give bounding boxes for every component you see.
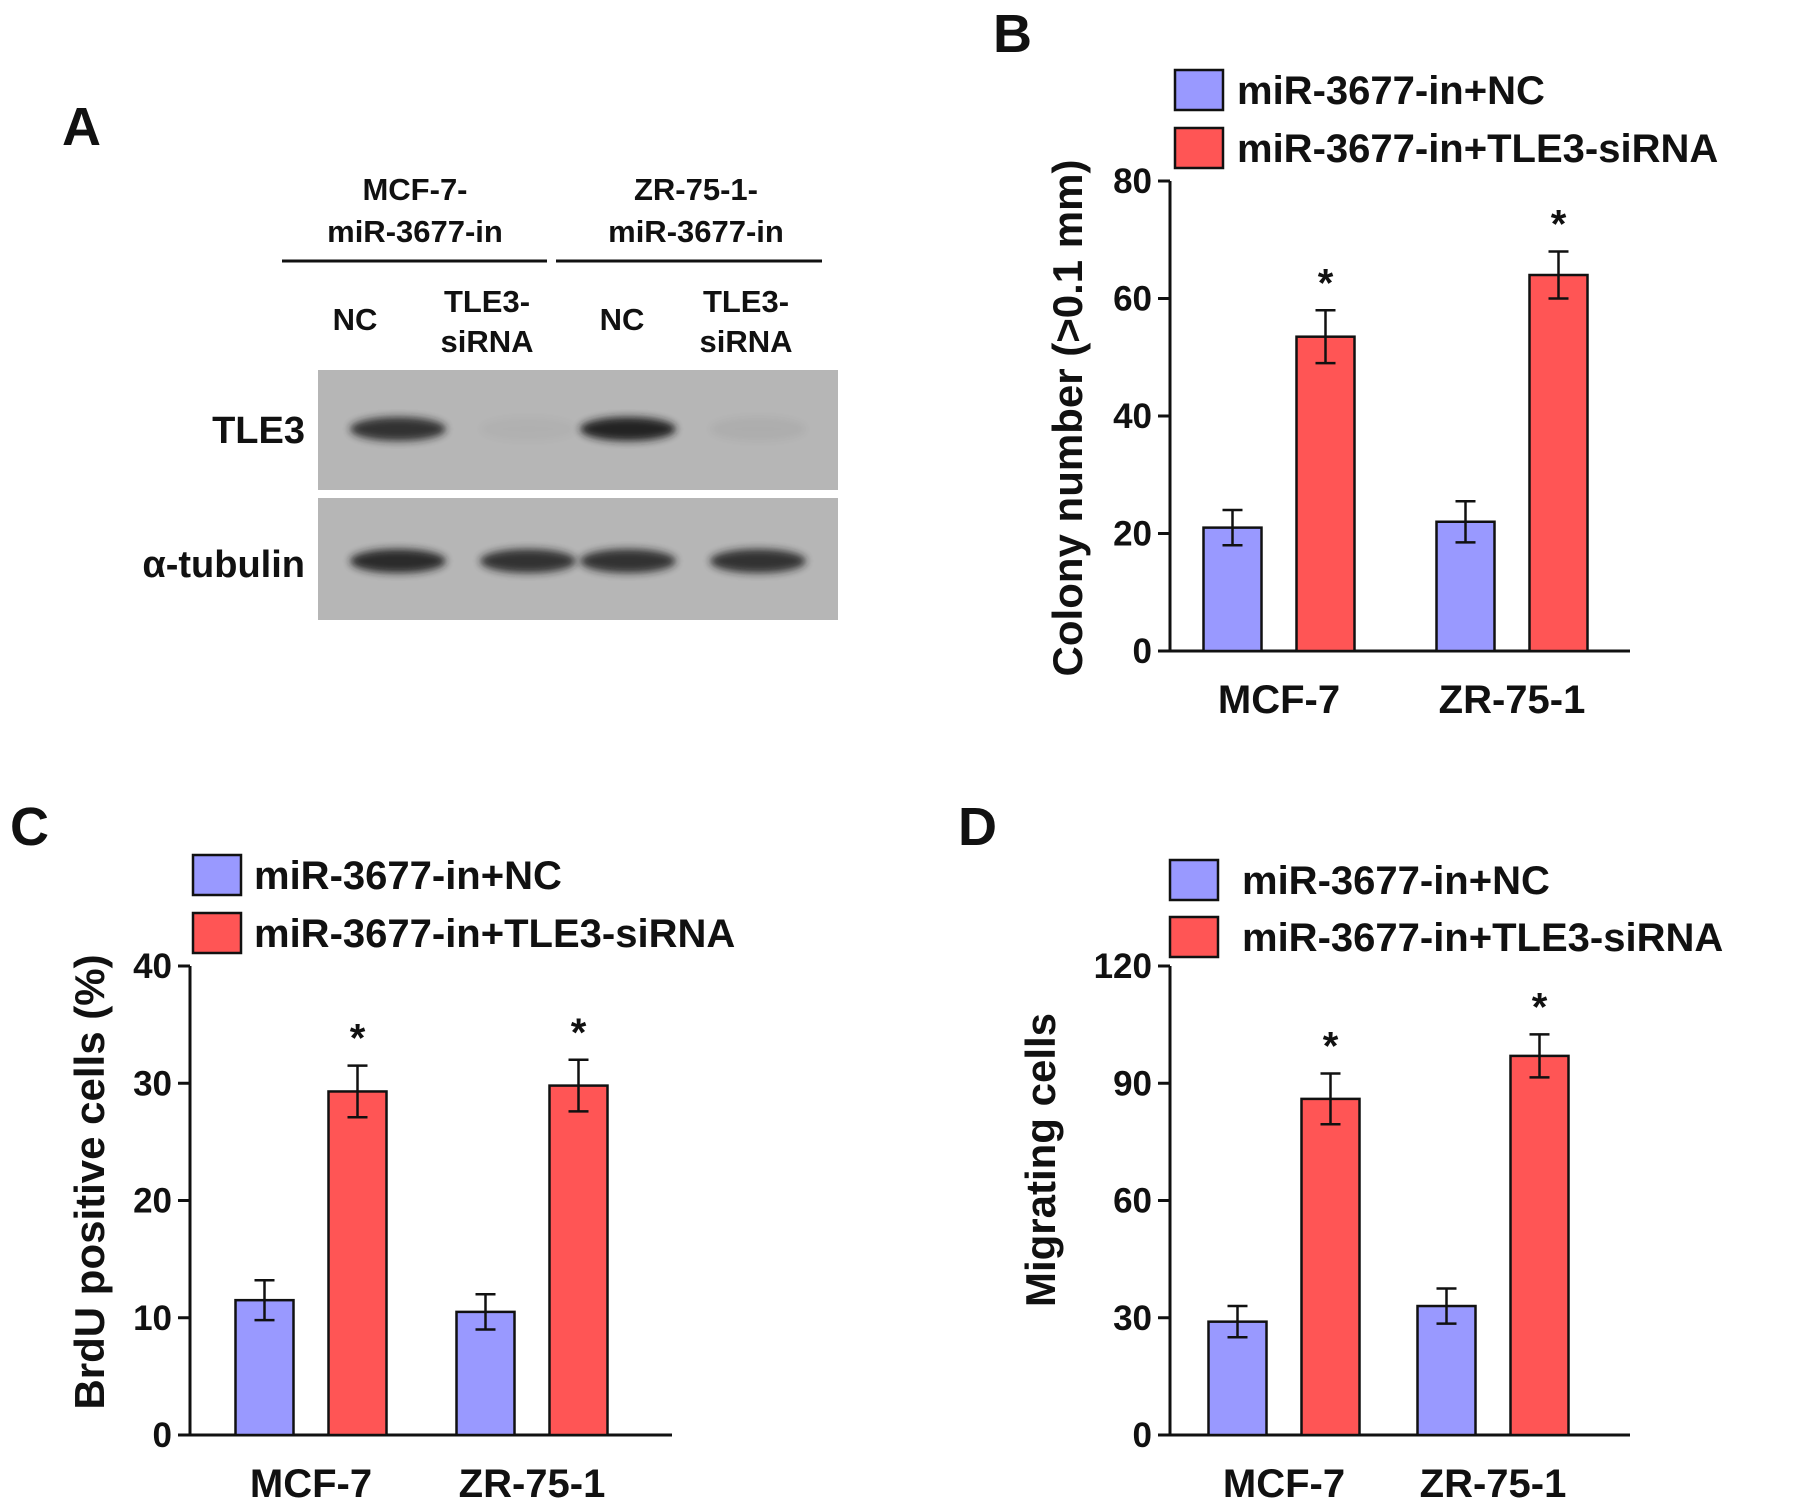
legend-swatch-nc — [191, 853, 243, 897]
plot-area: 0 10 20 30 40 MCF-7 * ZR-75-1 * — [133, 947, 672, 1505]
significance-marker: * — [1532, 985, 1548, 1029]
bar — [548, 1084, 609, 1437]
y-tick-label: 120 — [1094, 947, 1152, 986]
panel-letter-c: C — [10, 797, 49, 857]
bar — [1207, 1320, 1268, 1437]
chart-brdu-positive: miR-3677-in+NC miR-3677-in+TLE3-siRNA Br… — [66, 853, 735, 1505]
legend-label-tle3-sirna: miR-3677-in+TLE3-siRNA — [254, 912, 735, 956]
legend: miR-3677-in+NC miR-3677-in+TLE3-siRNA — [1173, 68, 1718, 171]
legend-label-tle3-sirna: miR-3677-in+TLE3-siRNA — [1237, 127, 1718, 171]
x-category-label: MCF-7 — [1223, 1462, 1345, 1505]
wb-band — [350, 417, 446, 441]
significance-marker: * — [571, 1011, 587, 1055]
wb-band — [480, 417, 576, 441]
y-axis-title: Colony number (>0.1 mm) — [1044, 160, 1091, 677]
y-tick-label: 90 — [1113, 1064, 1152, 1103]
wb-group-2-line-1: ZR-75-1- — [634, 172, 758, 207]
wb-band — [580, 417, 676, 441]
y-tick-label: 80 — [1113, 162, 1152, 201]
legend-swatch-tle3-sirna — [1173, 126, 1225, 170]
legend: miR-3677-in+NC miR-3677-in+TLE3-siRNA — [191, 853, 735, 956]
y-axis-title: BrdU positive cells (%) — [66, 954, 113, 1409]
legend: miR-3677-in+NC miR-3677-in+TLE3-siRNA — [1168, 858, 1723, 960]
bar — [1528, 273, 1589, 653]
legend-swatch-tle3-sirna — [1168, 915, 1220, 959]
y-tick-label: 0 — [1133, 632, 1152, 671]
panel-letter-d: D — [958, 797, 997, 857]
legend-label-nc: miR-3677-in+NC — [1237, 69, 1545, 113]
y-tick-label: 20 — [133, 1182, 172, 1221]
bar — [234, 1298, 295, 1437]
wb-band — [580, 549, 676, 573]
x-category-label: MCF-7 — [250, 1462, 372, 1505]
y-tick-label: 40 — [133, 947, 172, 986]
wb-lane-4-label-line-1: TLE3- — [703, 284, 789, 319]
wb-row-label-tle3: TLE3 — [212, 410, 305, 452]
wb-lane-4-label-line-2: siRNA — [699, 324, 792, 359]
western-blot: MCF-7- miR-3677-in ZR-75-1- miR-3677-in … — [142, 172, 838, 620]
significance-marker: * — [350, 1017, 366, 1061]
bar — [1416, 1304, 1477, 1437]
bar — [455, 1310, 516, 1437]
y-tick-label: 30 — [133, 1064, 172, 1103]
wb-lane-2-label-line-1: TLE3- — [444, 284, 530, 319]
wb-band — [350, 549, 446, 573]
panel-letter-b: B — [993, 4, 1032, 64]
wb-band — [480, 549, 576, 573]
wb-band — [710, 417, 806, 441]
wb-row-label-tubulin: α-tubulin — [142, 544, 305, 586]
bar — [1509, 1054, 1570, 1437]
legend-swatch-nc — [1173, 68, 1225, 112]
significance-marker: * — [1551, 203, 1567, 247]
bar — [327, 1090, 388, 1437]
plot-area: 0 20 40 60 80 MCF-7 * ZR-75-1 * — [1113, 162, 1630, 722]
wb-band — [710, 549, 806, 573]
y-tick-label: 20 — [1113, 515, 1152, 554]
x-category-label: MCF-7 — [1218, 678, 1340, 722]
y-tick-label: 40 — [1113, 397, 1152, 436]
y-tick-label: 60 — [1113, 280, 1152, 319]
chart-migrating-cells: miR-3677-in+NC miR-3677-in+TLE3-siRNA Mi… — [1017, 858, 1723, 1505]
wb-group-1-line-1: MCF-7- — [362, 172, 467, 207]
wb-lane-2-label-line-2: siRNA — [440, 324, 533, 359]
legend-swatch-tle3-sirna — [191, 911, 243, 955]
wb-group-2-line-2: miR-3677-in — [608, 214, 784, 249]
significance-marker: * — [1318, 261, 1334, 305]
x-category-label: ZR-75-1 — [459, 1462, 606, 1505]
wb-bands — [350, 417, 806, 573]
wb-lane-1-label: NC — [333, 302, 378, 337]
legend-swatch-nc — [1168, 858, 1220, 902]
legend-label-nc: miR-3677-in+NC — [1242, 859, 1550, 903]
y-tick-label: 60 — [1113, 1182, 1152, 1221]
y-tick-label: 30 — [1113, 1299, 1152, 1338]
significance-marker: * — [1323, 1024, 1339, 1068]
y-tick-label: 0 — [1133, 1416, 1152, 1455]
panel-letter-a: A — [62, 97, 101, 157]
x-category-label: ZR-75-1 — [1420, 1462, 1567, 1505]
y-axis-title: Migrating cells — [1017, 1013, 1064, 1307]
wb-group-1-line-2: miR-3677-in — [327, 214, 503, 249]
y-tick-label: 10 — [133, 1299, 172, 1338]
x-category-label: ZR-75-1 — [1439, 678, 1586, 722]
bar — [1300, 1097, 1361, 1437]
legend-label-nc: miR-3677-in+NC — [254, 854, 562, 898]
wb-lane-3-label: NC — [600, 302, 645, 337]
legend-label-tle3-sirna: miR-3677-in+TLE3-siRNA — [1242, 916, 1723, 960]
plot-area: 0 30 60 90 120 MCF-7 * ZR-75-1 * — [1094, 947, 1630, 1505]
chart-colony-number: miR-3677-in+NC miR-3677-in+TLE3-siRNA Co… — [1044, 68, 1718, 722]
y-tick-label: 0 — [153, 1416, 172, 1455]
bar — [1295, 335, 1356, 653]
